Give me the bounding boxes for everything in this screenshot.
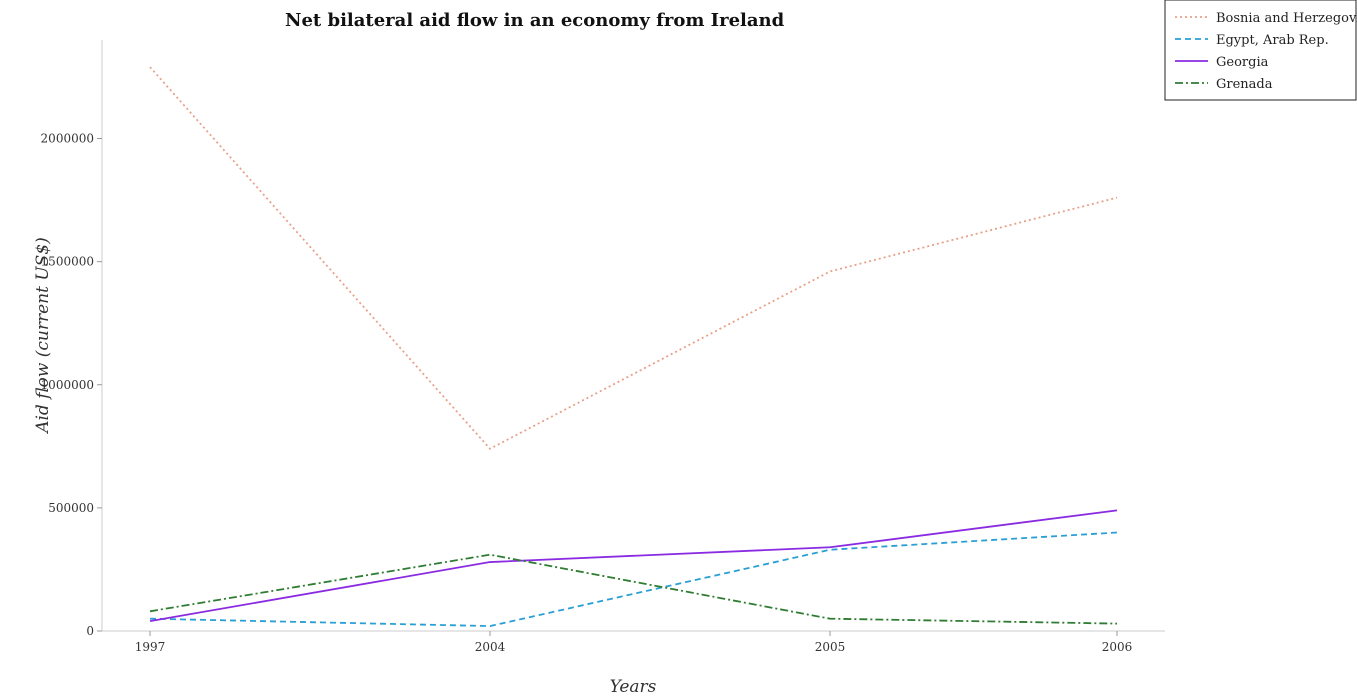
series-lines [149,66,1118,627]
y-tick-label: 0 [86,624,94,638]
y-tick-label: 2000000 [41,132,94,146]
x-axis-label: Years [610,677,657,697]
series-line-egypt-arab-rep [149,531,1118,627]
x-tick-label: 2006 [1102,640,1133,654]
x-axis-ticks: 1997 2004 2005 2006 [135,631,1133,654]
legend-label: Egypt, Arab Rep. [1216,33,1329,48]
series-line-georgia [149,509,1118,623]
y-tick-label: 500000 [48,501,94,515]
plot-area [101,40,1165,632]
chart-title: Net bilateral aid flow in an economy fro… [285,10,785,31]
series-line-bosnia-and-herzegovina [149,66,1118,450]
x-tick-label: 1997 [135,640,166,654]
legend-label: Bosnia and Herzegovina [1216,11,1357,26]
y-axis-ticks: 0 500000 1000000 1500000 2000000 [41,132,102,638]
legend-label: Georgia [1216,55,1269,70]
legend: Bosnia and Herzegovina Egypt, Arab Rep. Ge… [1164,0,1357,101]
y-tick-label: 1500000 [41,255,94,269]
x-tick-label: 2004 [475,640,506,654]
series-line-grenada [149,553,1118,625]
legend-label: Grenada [1216,77,1273,92]
y-axis-label: Aid flow (current US$) [33,237,53,435]
y-tick-label: 1000000 [41,378,94,392]
x-tick-label: 2005 [815,640,846,654]
